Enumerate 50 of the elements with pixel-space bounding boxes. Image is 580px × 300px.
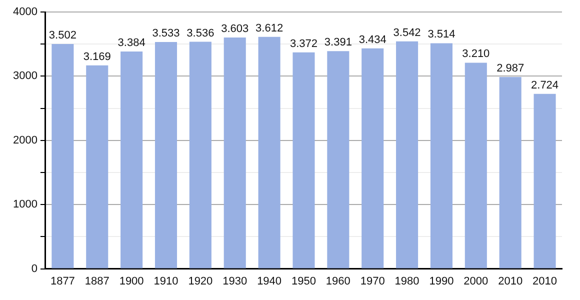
- x-tick-label: 1950: [291, 275, 316, 288]
- y-tick-label: 0: [31, 262, 38, 275]
- data-label: 3.384: [118, 37, 146, 50]
- y-tick-label: 1000: [12, 198, 38, 211]
- data-label: 3.434: [358, 34, 386, 46]
- bar: [534, 94, 556, 268]
- data-label: 3.542: [393, 26, 421, 39]
- data-label: 3.514: [428, 28, 456, 41]
- data-label: 3.603: [221, 23, 249, 36]
- bar: [362, 48, 384, 268]
- data-label: 3.372: [290, 38, 318, 50]
- x-tick-label: 1900: [119, 275, 144, 288]
- bar: [189, 42, 212, 268]
- x-tick-label: 1980: [394, 275, 420, 288]
- y-tick-label: 2000: [12, 134, 38, 146]
- bar: [430, 43, 452, 268]
- data-label: 3.536: [186, 27, 214, 40]
- bar: [52, 44, 74, 268]
- data-label: 2.724: [531, 79, 559, 92]
- bar: [120, 52, 143, 268]
- x-tick-label: 2010: [532, 275, 558, 288]
- x-tick-label: 1877: [50, 275, 75, 288]
- bar: [292, 52, 315, 268]
- bar: [86, 65, 108, 268]
- data-label: 3.169: [83, 50, 111, 63]
- bar: [258, 36, 280, 268]
- x-tick-label: 2000: [464, 275, 488, 288]
- x-tick-label: 1960: [326, 275, 350, 288]
- y-tick-label: 3000: [12, 70, 38, 82]
- bar: [154, 42, 178, 268]
- data-label: 3.533: [152, 28, 180, 40]
- data-label: 3.502: [48, 30, 76, 42]
- y-tick-label: 4000: [12, 6, 38, 18]
- x-tick-label: 1887: [84, 275, 110, 288]
- data-label: 3.210: [462, 48, 490, 60]
- x-tick-label: 1910: [154, 275, 178, 288]
- x-tick-label: 2010: [498, 275, 523, 288]
- x-tick-label: 1970: [360, 275, 385, 288]
- data-label: 3.391: [324, 36, 352, 49]
- bar: [464, 62, 487, 268]
- x-tick-label: 1990: [429, 275, 454, 288]
- bar: [224, 37, 246, 268]
- x-tick-label: 1940: [257, 275, 282, 288]
- x-tick-label: 1920: [188, 275, 213, 288]
- bar: [396, 41, 418, 268]
- data-label: 2.987: [496, 62, 524, 75]
- bar: [327, 51, 350, 268]
- data-label: 3.612: [256, 22, 284, 34]
- bar: [499, 77, 522, 268]
- x-tick-label: 1930: [222, 275, 248, 288]
